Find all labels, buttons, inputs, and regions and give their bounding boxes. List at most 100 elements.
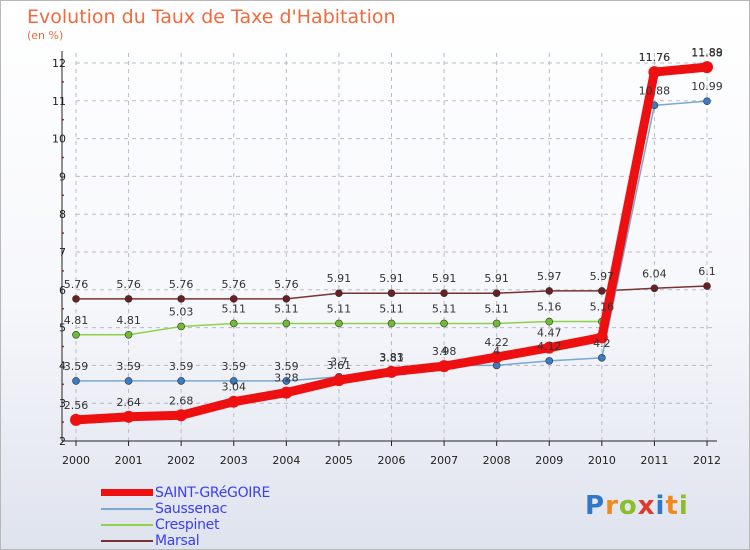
data-label-crespinet: 5.16 xyxy=(590,301,615,314)
data-point-saussenac[interactable] xyxy=(703,97,711,105)
data-label-crespinet: 4.81 xyxy=(116,314,141,327)
data-label-saussenac: 3.59 xyxy=(64,360,89,373)
data-point-marsal[interactable] xyxy=(282,295,291,303)
tick-labels: 2 3 4 5 6 7 8 9 10 11 12 2000 2001 2002 2003 2004 2005 20… xyxy=(52,57,721,467)
data-label-marsal: 6.1 xyxy=(698,265,716,278)
data-label-saint-gr-goire: 4.47 xyxy=(537,327,562,340)
data-point-marsal[interactable] xyxy=(650,284,659,293)
data-label-crespinet: 5.03 xyxy=(169,305,194,318)
data-point-saint-gr-goire[interactable] xyxy=(332,374,345,387)
data-label-saint-gr-goire: 4.22 xyxy=(484,336,509,349)
data-label-crespinet: 11.88 xyxy=(691,47,723,60)
data-point-saint-gr-goire[interactable] xyxy=(227,395,240,408)
x-tick-label: 2004 xyxy=(272,454,300,467)
data-label-crespinet: 5.11 xyxy=(432,302,457,315)
data-point-saussenac[interactable] xyxy=(72,377,80,385)
y-tick-label: 2 xyxy=(59,435,66,448)
x-tick-label: 2001 xyxy=(115,454,143,467)
data-point-crespinet[interactable] xyxy=(72,330,80,339)
data-point-saint-gr-goire[interactable] xyxy=(280,386,293,399)
data-point-marsal[interactable] xyxy=(545,287,554,295)
legend-label-saussenac: Saussenac xyxy=(155,501,227,517)
data-point-marsal[interactable] xyxy=(335,289,343,298)
data-point-crespinet[interactable] xyxy=(545,317,554,326)
data-point-saussenac[interactable] xyxy=(282,377,291,385)
data-point-saint-gr-goire[interactable] xyxy=(122,410,135,423)
x-tick-label: 2011 xyxy=(640,454,668,467)
data-point-saussenac[interactable] xyxy=(229,377,238,385)
data-point-crespinet[interactable] xyxy=(282,319,291,328)
data-point-marsal[interactable] xyxy=(229,295,238,303)
data-point-saint-gr-goire[interactable] xyxy=(595,331,608,344)
y-tick-label: 7 xyxy=(59,246,66,259)
data-point-marsal[interactable] xyxy=(124,295,133,303)
data-point-marsal[interactable] xyxy=(598,287,606,295)
data-point-saint-gr-goire[interactable] xyxy=(490,351,503,364)
data-point-saint-gr-goire[interactable] xyxy=(175,409,188,422)
x-tick-label: 2012 xyxy=(693,454,721,467)
legend-swatch-crespinet xyxy=(101,524,153,526)
data-point-saint-gr-goire[interactable] xyxy=(543,341,556,354)
axes xyxy=(61,51,717,446)
data-label-saussenac: 3.7 xyxy=(330,356,348,369)
data-label-saussenac: 10.99 xyxy=(691,80,723,93)
data-point-crespinet[interactable] xyxy=(492,319,501,328)
data-label-marsal: 5.76 xyxy=(169,278,194,291)
data-label-saussenac: 4.2 xyxy=(593,337,611,350)
data-point-marsal[interactable] xyxy=(703,282,711,290)
legend-swatch-marsal xyxy=(101,540,153,542)
x-tick-label: 2003 xyxy=(220,454,248,467)
data-label-saussenac: 4 xyxy=(493,344,500,357)
legend-swatch-saint-gregoire xyxy=(101,489,153,496)
data-point-crespinet[interactable] xyxy=(177,322,185,331)
data-point-crespinet[interactable] xyxy=(335,319,343,328)
data-label-crespinet: 4.81 xyxy=(64,314,89,327)
data-label-saint-gr-goire: 2.64 xyxy=(116,396,141,409)
y-tick-label: 8 xyxy=(59,208,66,221)
data-label-crespinet: 11.76 xyxy=(639,51,671,64)
chart-title: Evolution du Taux de Taxe d'Habitation xyxy=(27,6,396,28)
x-tick-label: 2007 xyxy=(430,454,458,467)
data-label-marsal: 5.76 xyxy=(64,278,89,291)
data-point-saint-gr-goire[interactable] xyxy=(648,66,661,79)
data-label-saint-gr-goire: 3.98 xyxy=(432,345,457,358)
x-tick-label: 2008 xyxy=(483,454,511,467)
proxiti-logo[interactable]: Proxiti xyxy=(585,491,689,521)
data-label-saussenac: 3.59 xyxy=(222,360,247,373)
y-tick-label: 4 xyxy=(59,359,66,372)
data-label-crespinet: 5.11 xyxy=(379,302,404,315)
data-point-marsal[interactable] xyxy=(387,289,396,298)
series-group xyxy=(70,61,713,426)
data-label-saint-gr-goire: 2.68 xyxy=(169,394,194,407)
data-point-crespinet[interactable] xyxy=(229,319,238,328)
y-tick-label: 10 xyxy=(52,133,66,146)
data-point-saint-gr-goire[interactable] xyxy=(385,365,398,378)
data-label-saint-gr-goire: 11.89 xyxy=(691,46,723,59)
x-tick-label: 2005 xyxy=(325,454,353,467)
data-point-saint-gr-goire[interactable] xyxy=(70,413,82,426)
data-point-saussenac[interactable] xyxy=(177,377,185,385)
y-tick-label: 5 xyxy=(59,322,66,335)
data-label-saussenac: 4 xyxy=(441,344,448,357)
data-labels: 5.76 5.76 5.76 5.76 5.76 5.91 5.91 5.91 5.91 5.97… xyxy=(64,46,723,412)
data-point-marsal[interactable] xyxy=(492,289,501,298)
data-point-marsal[interactable] xyxy=(440,289,448,298)
data-label-saussenac: 3.59 xyxy=(116,360,141,373)
data-point-crespinet[interactable] xyxy=(124,330,133,339)
data-point-marsal[interactable] xyxy=(72,295,80,303)
y-tick-label: 9 xyxy=(59,170,66,183)
data-point-saint-gr-goire[interactable] xyxy=(701,61,713,74)
data-label-saint-gr-goire: 11.76 xyxy=(639,51,671,64)
data-point-saint-gr-goire[interactable] xyxy=(438,360,451,373)
data-point-crespinet[interactable] xyxy=(440,319,448,328)
data-point-saussenac[interactable] xyxy=(598,354,606,362)
data-label-marsal: 5.97 xyxy=(590,270,615,283)
data-label-marsal: 5.91 xyxy=(432,272,457,285)
data-point-saussenac[interactable] xyxy=(545,357,554,365)
data-label-saint-gr-goire: 3.28 xyxy=(274,372,299,385)
y-tick-label: 11 xyxy=(52,95,66,108)
data-point-crespinet[interactable] xyxy=(387,319,396,328)
data-point-saussenac[interactable] xyxy=(124,377,133,385)
data-point-marsal[interactable] xyxy=(177,295,185,303)
